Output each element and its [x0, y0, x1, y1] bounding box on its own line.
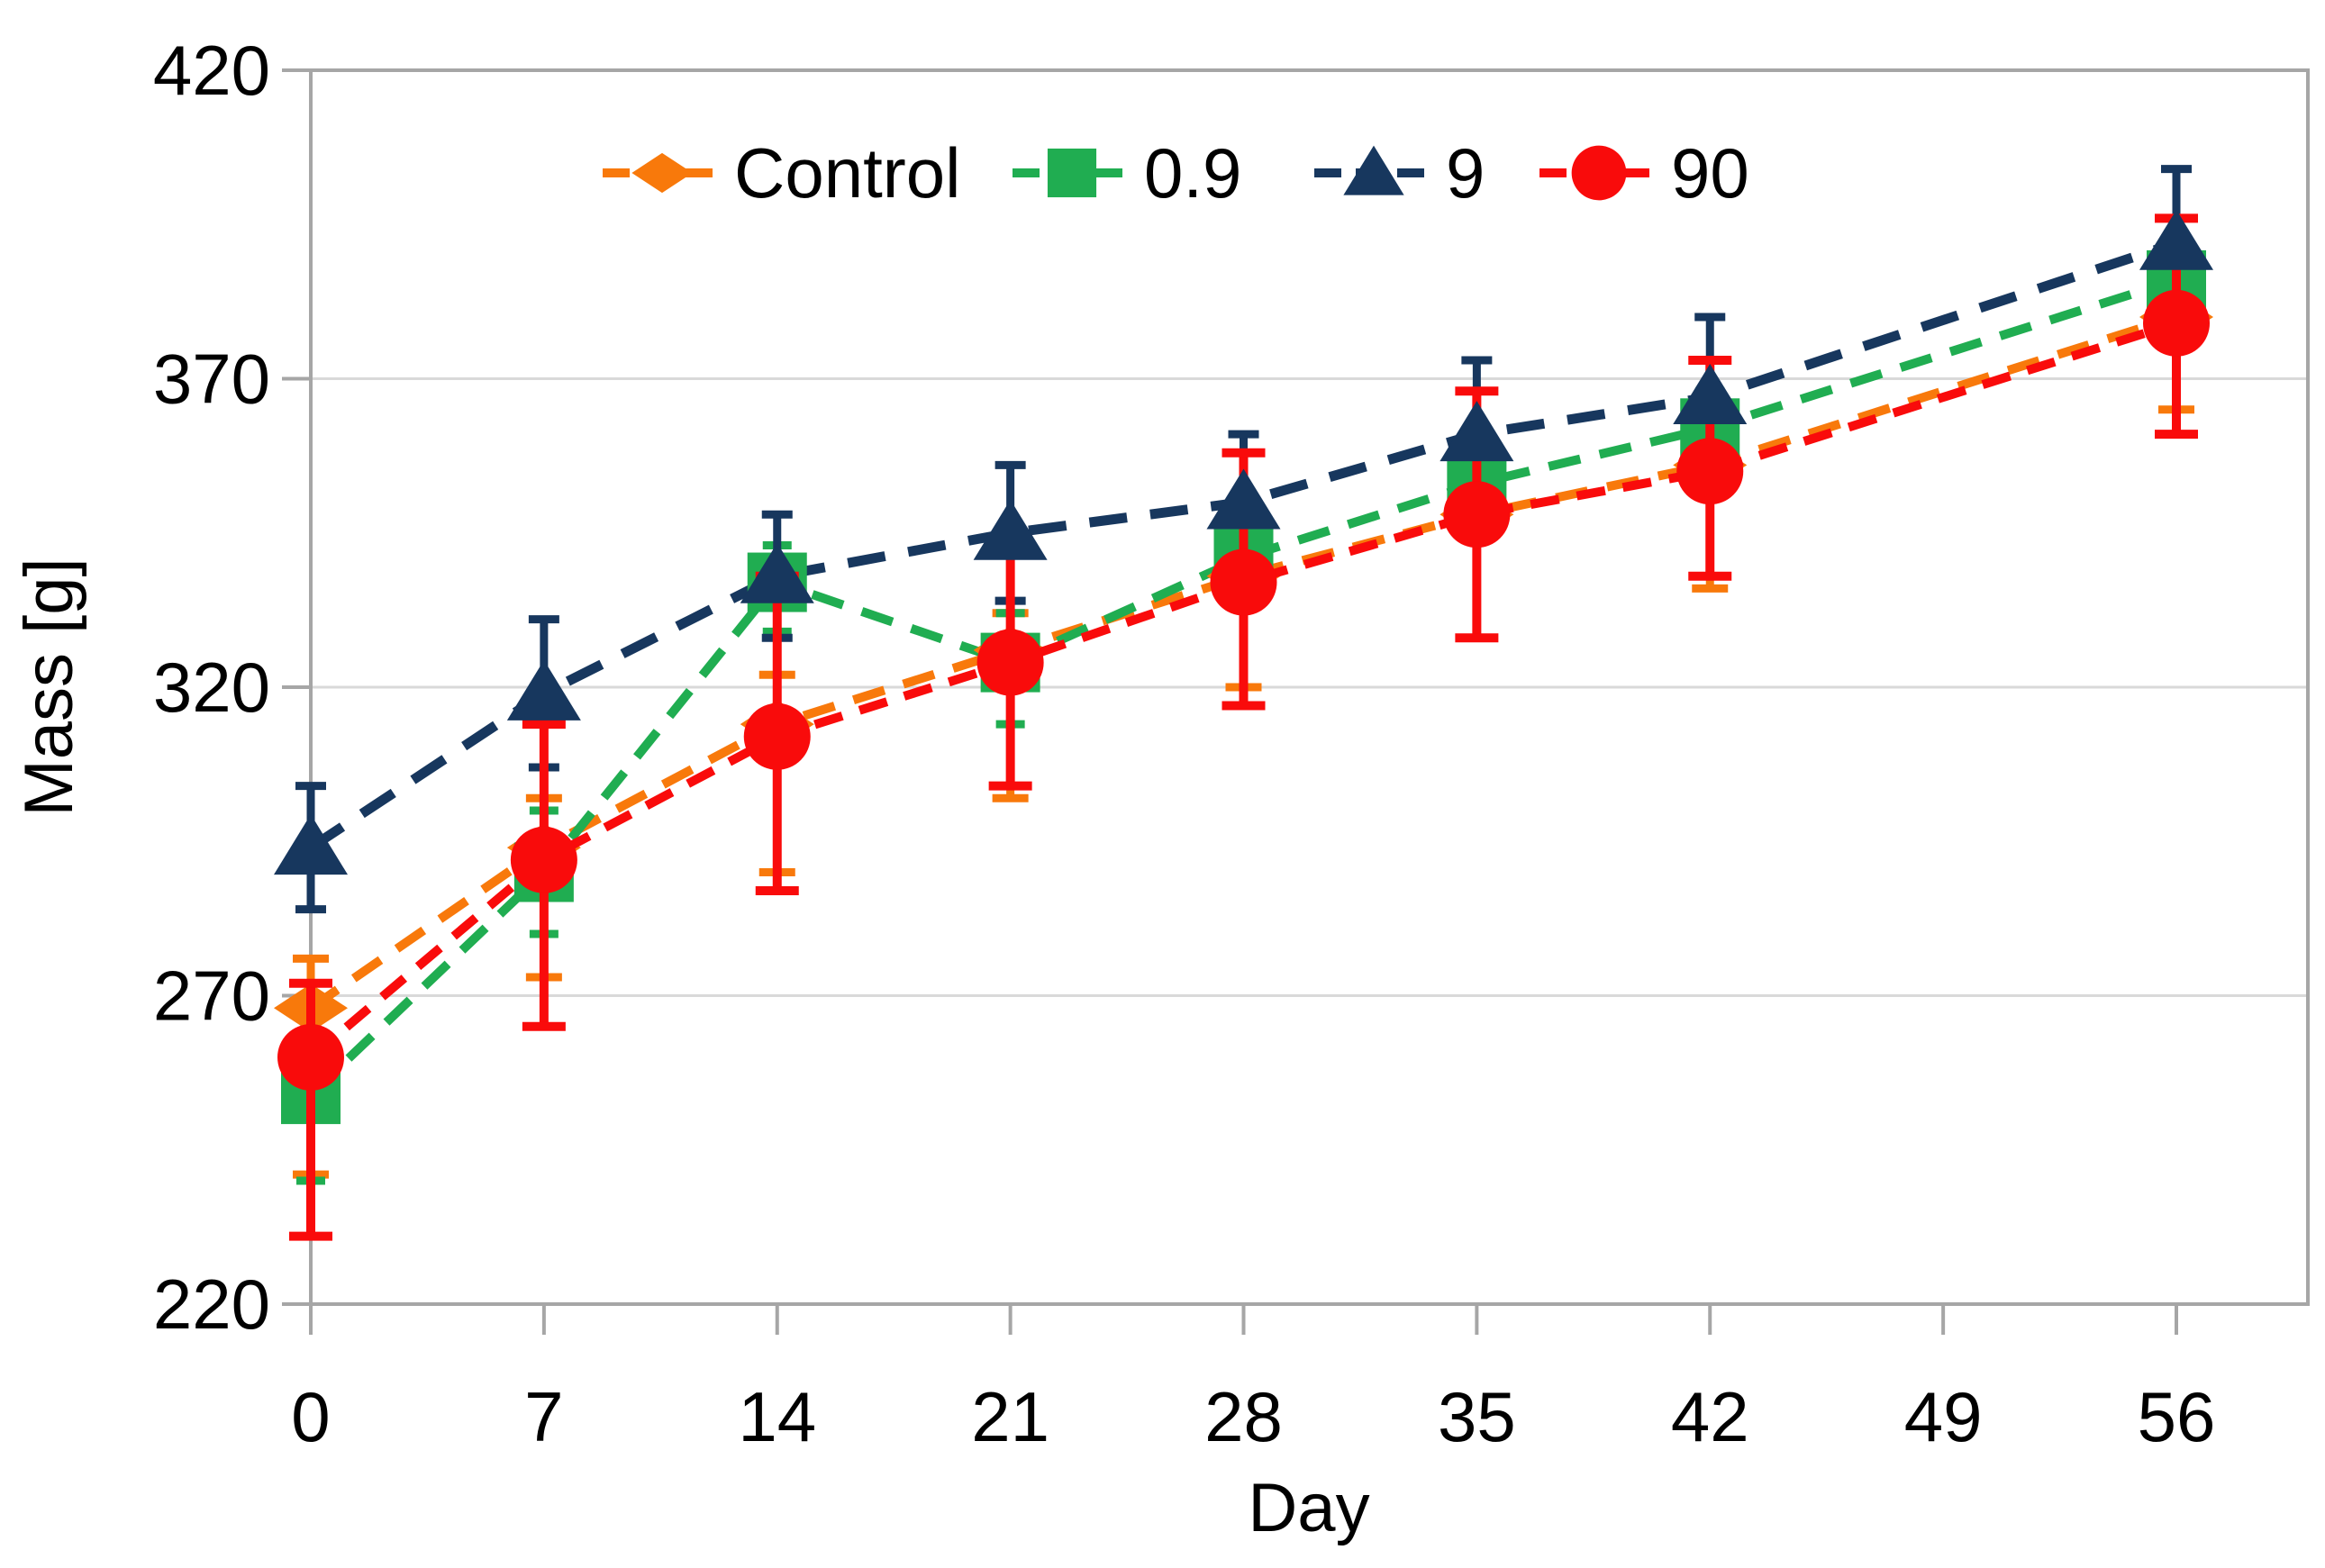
marker-90-day42	[1676, 438, 1744, 505]
marker-90-day0	[277, 1024, 344, 1091]
series-layer	[274, 165, 2213, 1241]
legend-label-Control: Control	[734, 133, 960, 213]
marker-90-day35	[1443, 481, 1511, 548]
series-markers-9	[274, 209, 2213, 875]
x-tick-label: 0	[291, 1377, 330, 1456]
x-tick-label: 49	[1904, 1377, 1983, 1456]
error-bars-Control	[293, 276, 2194, 1179]
y-tick-label: 270	[153, 956, 270, 1036]
marker-9-day56	[2139, 209, 2213, 270]
plot-border	[309, 68, 2310, 1306]
legend-marker-square	[1047, 148, 1097, 198]
y-axis-title: Mass [g]	[11, 557, 87, 816]
x-tick-label: 42	[1671, 1377, 1749, 1456]
x-axis-title: Day	[1248, 1470, 1369, 1546]
legend-label-90: 90	[1671, 133, 1749, 213]
gridlines	[311, 377, 2308, 997]
series-line-90	[307, 319, 2178, 1061]
legend-item-0.9: 0.9	[1013, 133, 1241, 213]
error-bars-0.9	[296, 239, 2191, 1185]
legend-item-9: 9	[1314, 133, 1485, 213]
marker-90-day7	[510, 826, 577, 893]
legend-marker-diamond	[631, 152, 693, 194]
legend-item-Control: Control	[603, 133, 960, 213]
x-tick-label: 7	[524, 1377, 563, 1456]
legend-label-9: 9	[1446, 133, 1485, 213]
series-line-9	[307, 238, 2178, 852]
series-markers-90	[277, 289, 2210, 1091]
y-tick-label: 220	[153, 1264, 270, 1344]
legend-marker-circle	[1571, 145, 1627, 201]
legend-marker-triangle	[1343, 145, 1404, 195]
marker-9-day0	[274, 814, 348, 875]
marker-90-day14	[743, 702, 811, 770]
x-tick-label: 28	[1204, 1377, 1283, 1456]
marker-90-day28	[1210, 548, 1277, 616]
x-tick-label: 14	[738, 1377, 816, 1456]
x-tick-label: 35	[1438, 1377, 1516, 1456]
y-tick-label: 420	[153, 31, 270, 110]
marker-90-day21	[976, 629, 1044, 696]
plot-border-rect	[309, 68, 2310, 1306]
marker-9-day7	[506, 659, 581, 721]
marker-9-day28	[1206, 468, 1281, 530]
marker-9-day14	[740, 542, 814, 603]
marker-9-day21	[973, 499, 1048, 560]
error-bars-90	[289, 213, 2198, 1241]
axis-ticks	[282, 68, 2178, 1335]
marker-90-day56	[2143, 289, 2210, 357]
marker-9-day42	[1673, 364, 1748, 425]
legend: Control 0.9 9 90	[603, 133, 1749, 213]
y-tick-label: 320	[153, 648, 270, 727]
marker-9-day35	[1440, 401, 1514, 462]
legend-label-0.9: 0.9	[1144, 133, 1241, 213]
x-tick-label: 21	[971, 1377, 1049, 1456]
axis-labels: 220 270 320 370 420 0 7 14 21 28 35 42 49 56	[153, 31, 2216, 1456]
series-line-0.9	[307, 276, 2178, 1098]
y-tick-label: 370	[153, 340, 270, 419]
x-tick-label: 56	[2138, 1377, 2216, 1456]
legend-item-90: 90	[1539, 133, 1749, 213]
